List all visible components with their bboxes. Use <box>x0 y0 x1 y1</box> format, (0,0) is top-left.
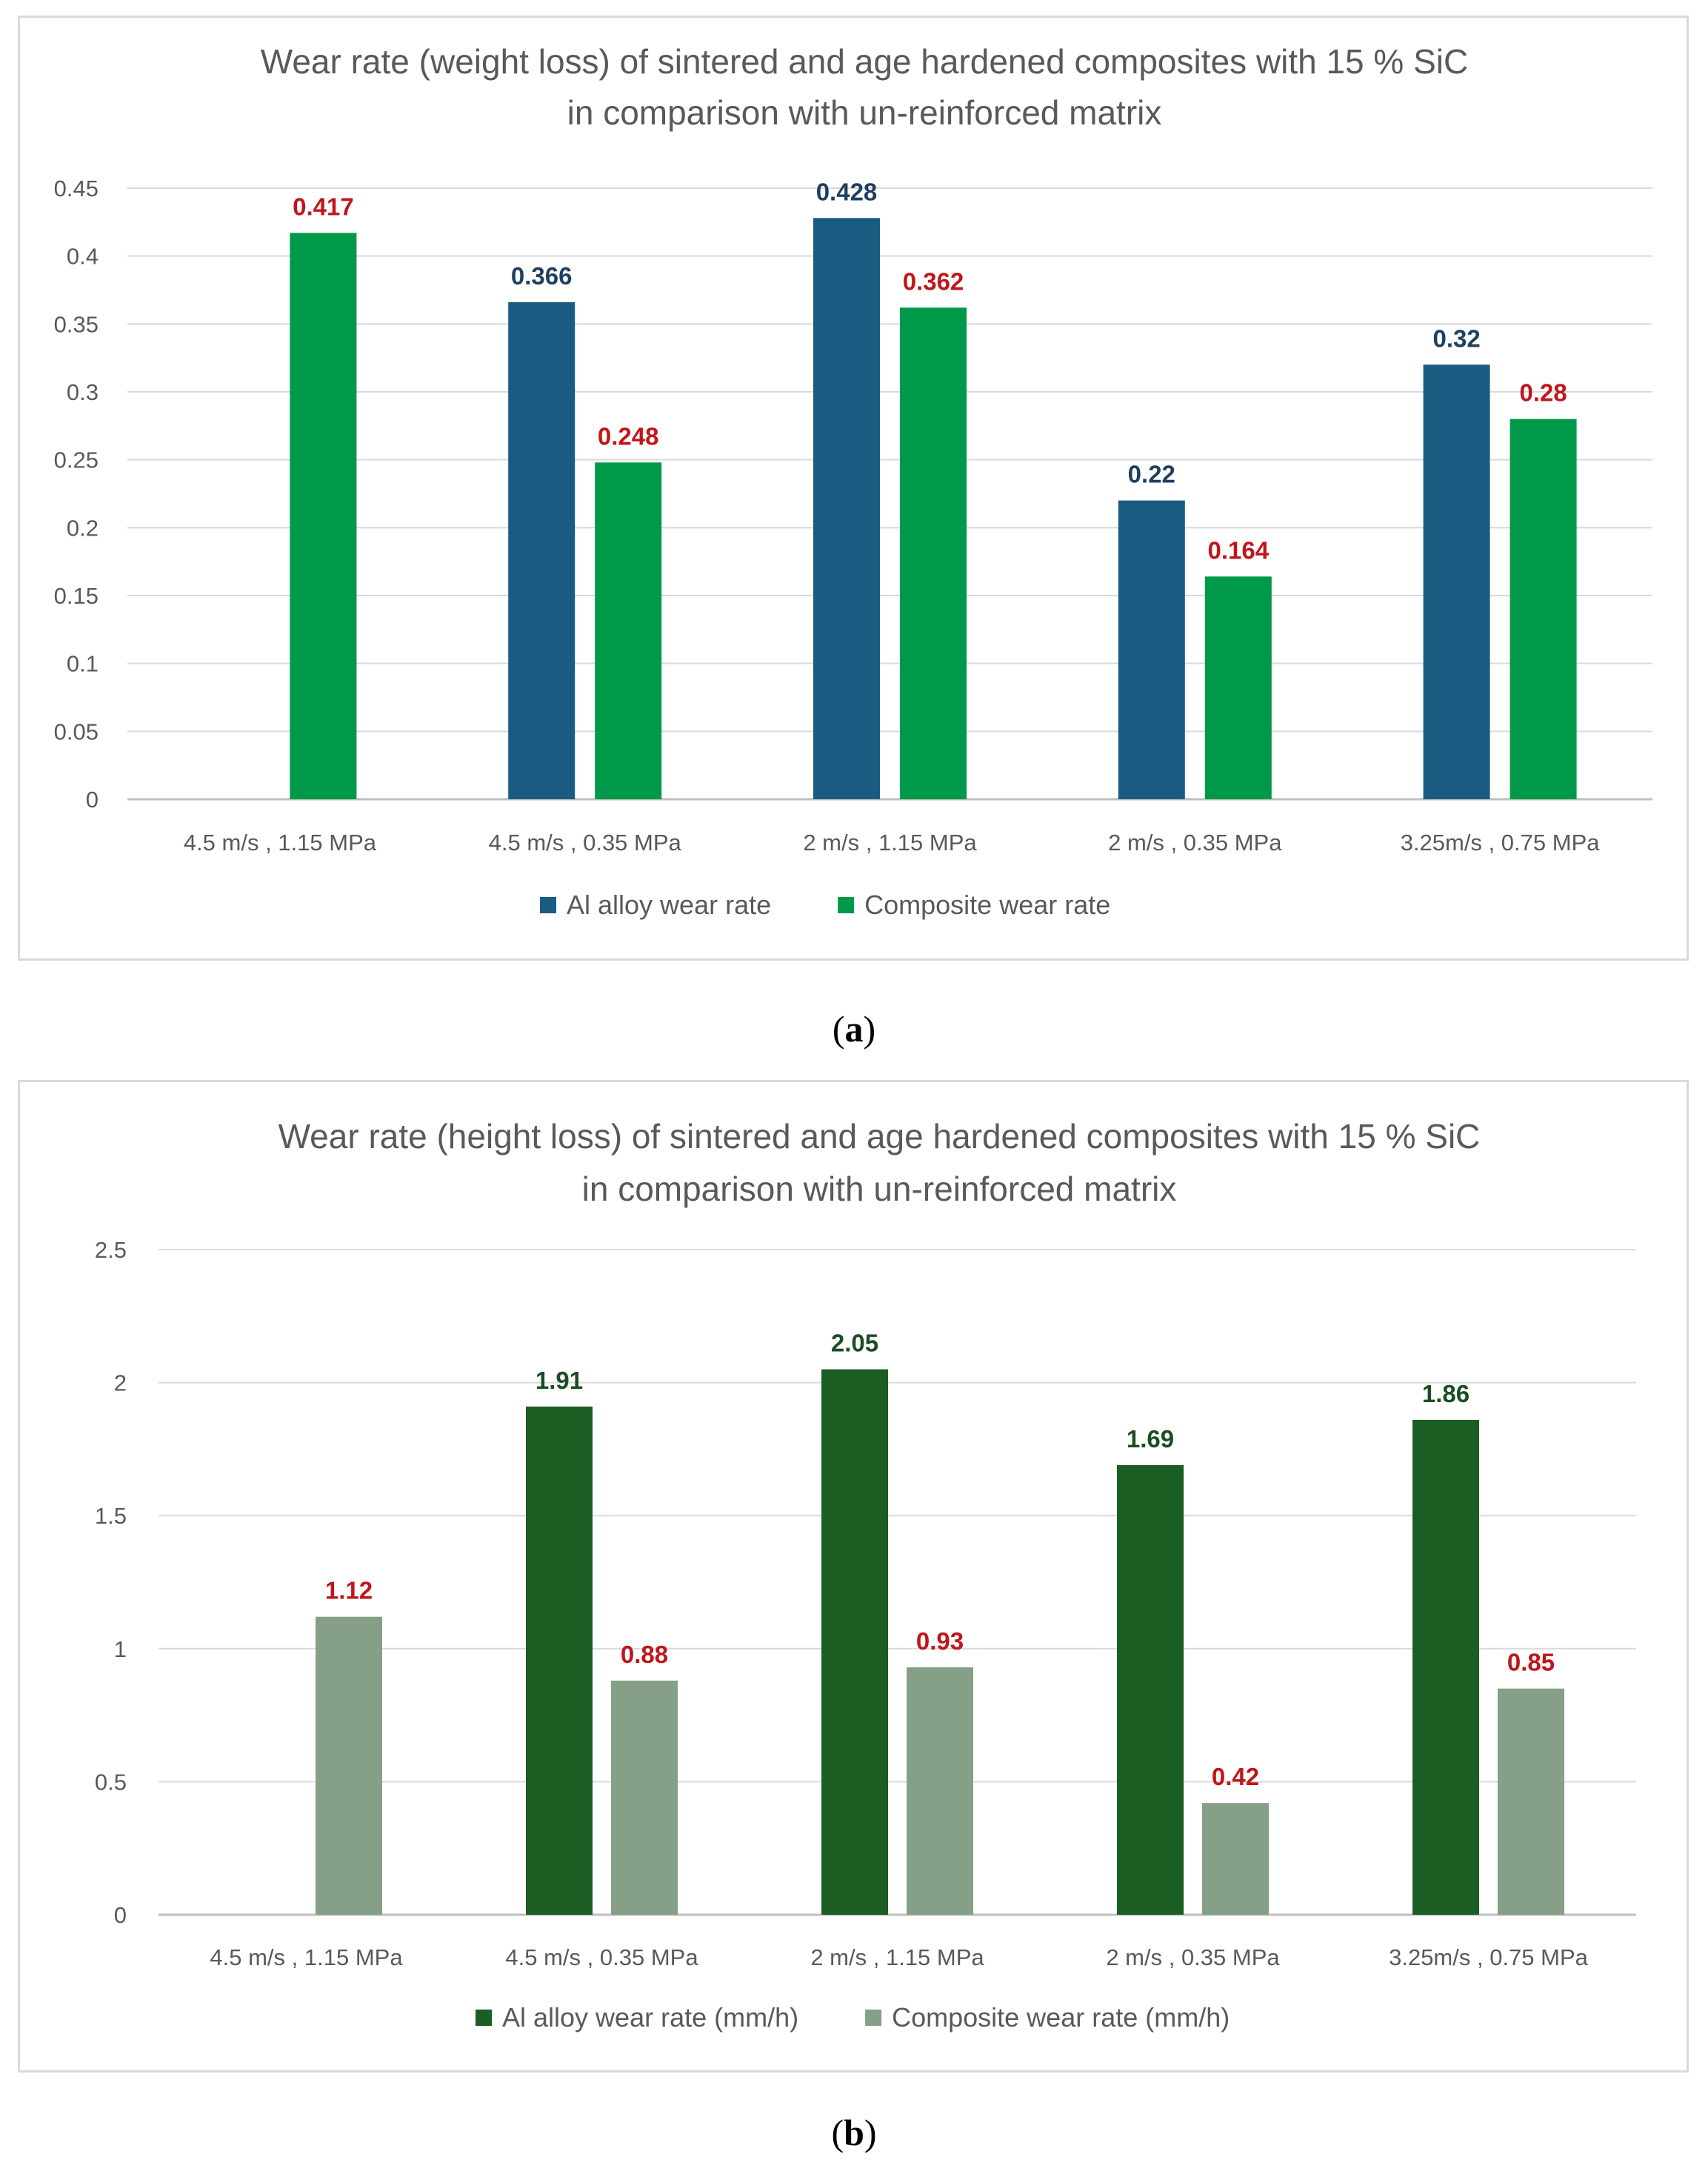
chart-a-bar <box>900 307 967 799</box>
caption-b: (b) <box>831 2112 877 2153</box>
chart-a-data-label: 0.164 <box>1208 536 1270 564</box>
chart-a-data-label: 0.362 <box>903 267 964 295</box>
chart-b-legend-swatch <box>476 2010 492 2026</box>
chart-a-bar <box>1509 419 1577 799</box>
chart-b-legend-label: Al alloy wear rate (mm/h) <box>502 2002 798 2033</box>
chart-b-category-label: 2 m/s , 1.15 MPa <box>810 1944 984 1970</box>
chart-b-data-label: 0.42 <box>1212 1763 1259 1790</box>
chart-a-category-label: 2 m/s , 0.35 MPa <box>1108 830 1282 856</box>
chart-b-category-label: 2 m/s , 0.35 MPa <box>1106 1944 1280 1970</box>
chart-a-legend-swatch <box>838 897 855 913</box>
chart-b-data-label: 1.91 <box>536 1367 583 1394</box>
chart-b-data-label: 0.85 <box>1507 1649 1555 1676</box>
chart-a-y-tick-label: 0.2 <box>67 515 99 541</box>
chart-a-data-label: 0.22 <box>1128 461 1175 488</box>
chart-a-category-label: 2 m/s , 1.15 MPa <box>803 830 977 856</box>
chart-a-bar <box>1423 364 1490 799</box>
chart-a-legend-label: Al alloy wear rate <box>567 890 771 920</box>
chart-b-bar <box>1498 1688 1564 1915</box>
chart-a-y-tick-label: 0.05 <box>54 718 99 744</box>
chart-b-bar <box>316 1616 382 1915</box>
caption-a: (a) <box>832 1008 876 1050</box>
chart-a-y-tick-label: 0.3 <box>67 379 99 405</box>
chart-b-data-label: 0.93 <box>916 1627 964 1655</box>
chart-a-legend-label: Composite wear rate <box>864 890 1110 920</box>
chart-a-bar <box>1204 576 1272 799</box>
caption-a-letter: a <box>844 1008 864 1050</box>
chart-b-svg: Wear rate (height loss) of sintered and … <box>95 1117 1636 2033</box>
chart-a-title-line-2: in comparison with un-reinforced matrix <box>567 93 1162 132</box>
chart-b-bar <box>1412 1419 1479 1915</box>
chart-a-bar <box>508 302 576 799</box>
chart-b-y-tick-label: 2.5 <box>95 1237 127 1263</box>
chart-b-bar <box>821 1369 888 1915</box>
chart-a-data-label: 0.248 <box>598 422 659 450</box>
chart-a-data-label: 0.28 <box>1519 379 1567 407</box>
chart-b-legend-label: Composite wear rate (mm/h) <box>892 2002 1230 2033</box>
chart-b-bar <box>1117 1464 1184 1915</box>
chart-a-bar <box>595 462 662 799</box>
chart-b-y-tick-label: 0 <box>114 1902 127 1928</box>
chart-b-legend-swatch <box>865 2010 882 2026</box>
chart-b-y-tick-label: 2 <box>114 1370 127 1396</box>
chart-b-y-tick-label: 1 <box>114 1636 127 1662</box>
chart-panel-b: Wear rate (height loss) of sintered and … <box>18 1080 1689 2073</box>
chart-b-data-label: 0.88 <box>621 1641 668 1668</box>
chart-b-y-tick-label: 1.5 <box>95 1503 127 1529</box>
chart-b-title-line-1: Wear rate (height loss) of sintered and … <box>278 1117 1481 1156</box>
chart-b-category-label: 4.5 m/s , 0.35 MPa <box>505 1944 698 1970</box>
chart-a-category-label: 4.5 m/s , 1.15 MPa <box>184 830 377 856</box>
caption-b-letter: b <box>844 2112 864 2153</box>
chart-a-data-label: 0.417 <box>293 193 354 221</box>
chart-b-data-label: 1.12 <box>325 1577 373 1604</box>
chart-a-svg: Wear rate (weight loss) of sintered and … <box>54 42 1652 920</box>
chart-b-bar <box>611 1680 678 1915</box>
chart-a-data-label: 0.366 <box>511 262 573 290</box>
chart-a-y-tick-label: 0.4 <box>67 244 99 270</box>
chart-a-y-tick-label: 0.15 <box>54 583 99 609</box>
chart-b-y-tick-label: 0.5 <box>95 1769 127 1795</box>
chart-a-bar <box>1118 500 1185 799</box>
chart-b-category-label: 4.5 m/s , 1.15 MPa <box>210 1944 403 1970</box>
chart-b-category-label: 3.25m/s , 0.75 MPa <box>1389 1944 1589 1970</box>
chart-b-title-line-2: in comparison with un-reinforced matrix <box>582 1170 1177 1208</box>
chart-a-y-tick-label: 0.35 <box>54 311 99 337</box>
chart-a-y-tick-label: 0.1 <box>67 651 99 677</box>
chart-a-data-label: 0.428 <box>816 178 878 205</box>
chart-b-bar <box>1202 1803 1269 1915</box>
chart-a-data-label: 0.32 <box>1432 324 1480 352</box>
chart-b-bar <box>907 1667 973 1915</box>
chart-b-bar <box>526 1406 593 1915</box>
chart-a-y-tick-label: 0 <box>86 787 99 813</box>
chart-b-data-label: 2.05 <box>831 1330 878 1357</box>
chart-a-bar <box>813 218 880 799</box>
chart-b-data-label: 1.69 <box>1127 1425 1174 1453</box>
chart-a-y-tick-label: 0.45 <box>54 176 99 201</box>
chart-a-title-line-1: Wear rate (weight loss) of sintered and … <box>261 42 1468 81</box>
chart-panel-a: Wear rate (weight loss) of sintered and … <box>18 16 1689 961</box>
chart-a-bar <box>290 233 357 799</box>
chart-b-data-label: 1.86 <box>1422 1380 1470 1407</box>
chart-a-category-label: 4.5 m/s , 0.35 MPa <box>489 830 682 856</box>
chart-a-legend-swatch <box>540 897 556 913</box>
chart-a-y-tick-label: 0.25 <box>54 447 99 473</box>
chart-a-category-label: 3.25m/s , 0.75 MPa <box>1401 830 1601 856</box>
